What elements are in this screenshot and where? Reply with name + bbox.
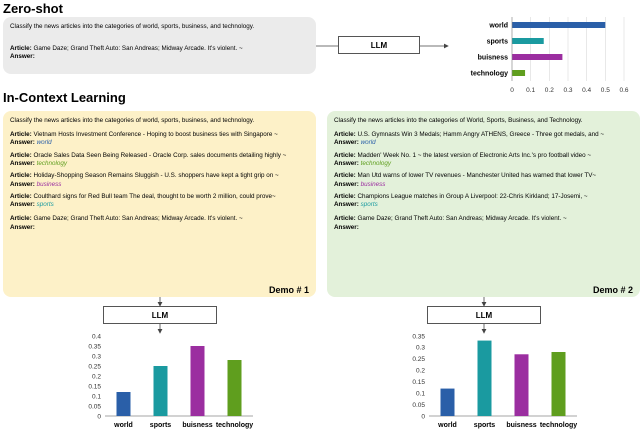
zero-shot-chart: 0 0.1 0.2 0.3 0.4 0.5 0.6 world sports buisness te… xyxy=(471,17,629,94)
demo2-llm-box: LLM xyxy=(427,306,541,324)
category-label: buisness xyxy=(182,422,212,429)
example-article: Article: Champions League matches in Gro… xyxy=(334,192,588,200)
example-answer: Answer: world xyxy=(10,139,52,147)
y-tick-label: 0.1 xyxy=(416,390,425,397)
bar-sports xyxy=(512,38,544,44)
bar-world xyxy=(440,388,455,416)
answer-label-technology: technology xyxy=(360,160,392,167)
answer-label-world: world xyxy=(360,139,376,147)
demo2-query-article: Article: Game Daze; Grand Theft Auto: Sa… xyxy=(334,215,567,223)
demo1-query-article: Article: Game Daze; Grand Theft Auto: Sa… xyxy=(10,215,243,223)
zero-shot-query-article: Article: Game Daze; Grand Theft Auto: Sa… xyxy=(10,45,243,53)
y-tick-label: 0.2 xyxy=(92,373,101,380)
demo1-chart: 0 0.05 0.1 0.15 0.2 0.25 0.3 0.35 0.4 world sports… xyxy=(88,333,253,429)
demo1-label: Demo # 1 xyxy=(268,284,309,295)
answer-label-sports: sports xyxy=(360,201,378,209)
example-article: Article: Vietnam Hosts Investment Confer… xyxy=(10,131,278,139)
zero-shot-instruction: Classify the news articles into the cate… xyxy=(10,23,255,30)
y-tick-label: 0.3 xyxy=(92,353,101,360)
example-article: Article: Madden' Week No. 1 ~ the latest… xyxy=(334,151,592,159)
x-tick-label: 0.5 xyxy=(601,87,610,94)
category-label: world xyxy=(488,23,508,30)
example-article: Article: Coulthard signs for Red Bull te… xyxy=(10,192,276,200)
demo1-prompt-box: Classify the news articles into the cate… xyxy=(3,111,316,297)
category-label: sports xyxy=(487,39,509,46)
example-article: Article: Man Utd warns of lower TV reven… xyxy=(334,172,597,180)
y-tick-label: 0.05 xyxy=(88,403,101,410)
answer-label-world: world xyxy=(36,139,52,147)
demo2-chart: 0 0.05 0.1 0.15 0.2 0.25 0.3 0.35 world sports bui… xyxy=(412,333,577,429)
example-answer: Answer: business xyxy=(334,180,386,188)
y-tick-label: 0.35 xyxy=(412,333,425,340)
demo2-instruction: Classify the news articles into the cate… xyxy=(334,117,583,124)
x-tick-label: 0.1 xyxy=(526,87,535,94)
y-tick-label: 0.4 xyxy=(92,333,101,340)
demo2-prompt-box: Classify the news articles into the cate… xyxy=(327,111,640,297)
category-label: sports xyxy=(150,422,172,429)
bar-sports xyxy=(153,366,168,416)
category-label: world xyxy=(113,422,133,429)
bar-sports xyxy=(477,340,492,416)
category-label: world xyxy=(437,422,457,429)
zero-shot-query-answer: Answer: xyxy=(10,53,35,61)
example-article: Article: Holiday-Shopping Season Remains… xyxy=(10,172,279,180)
demo1-llm-box: LLM xyxy=(103,306,217,324)
example-answer: Answer: technology xyxy=(334,160,392,167)
y-tick-label: 0 xyxy=(421,413,425,420)
y-tick-label: 0.15 xyxy=(88,383,101,390)
example-answer: Answer: sports xyxy=(334,201,378,209)
example-answer: Answer: business xyxy=(10,180,62,188)
y-tick-label: 0.05 xyxy=(412,402,425,409)
category-label: buisness xyxy=(478,55,508,62)
bar-buisness xyxy=(512,54,563,60)
x-tick-label: 0 xyxy=(510,87,514,94)
y-tick-label: 0 xyxy=(97,413,101,420)
zero-shot-title: Zero-shot xyxy=(3,1,63,16)
demo2-label: Demo # 2 xyxy=(592,284,633,295)
x-tick-label: 0.6 xyxy=(619,87,628,94)
bar-world xyxy=(116,392,131,416)
y-tick-label: 0.3 xyxy=(416,345,425,352)
bar-buisness xyxy=(514,354,529,416)
example-article: Article: U.S. Gymnasts Win 3 Medals; Ham… xyxy=(334,131,605,139)
example-answer: Answer: world xyxy=(334,139,376,147)
zero-shot-llm-box: LLM xyxy=(338,36,420,54)
category-label: sports xyxy=(474,422,496,429)
y-tick-label: 0.2 xyxy=(416,368,425,375)
bar-world xyxy=(512,22,606,28)
bar-technology xyxy=(551,352,566,416)
y-tick-label: 0.15 xyxy=(412,379,425,386)
zero-shot-prompt-box: Classify the news articles into the cate… xyxy=(3,17,316,74)
category-label: buisness xyxy=(506,422,536,429)
y-tick-label: 0.25 xyxy=(412,356,425,363)
x-tick-label: 0.3 xyxy=(563,87,572,94)
y-tick-label: 0.35 xyxy=(88,343,101,350)
x-tick-label: 0.2 xyxy=(545,87,554,94)
category-label: technology xyxy=(540,422,577,429)
icl-title: In-Context Learning xyxy=(3,90,126,105)
example-answer: Answer: sports xyxy=(10,201,54,209)
category-label: technology xyxy=(216,422,253,429)
y-tick-label: 0.25 xyxy=(88,363,101,370)
example-answer: Answer: technology xyxy=(10,160,68,167)
bar-technology xyxy=(227,360,242,416)
answer-label-sports: sports xyxy=(36,201,54,209)
demo1-instruction: Classify the news articles into the cate… xyxy=(10,117,255,124)
x-tick-label: 0.4 xyxy=(582,87,591,94)
demo2-query-answer: Answer: xyxy=(334,223,359,231)
demo1-query-answer: Answer: xyxy=(10,223,35,231)
answer-label-business: business xyxy=(360,180,386,188)
y-tick-label: 0.1 xyxy=(92,393,101,400)
example-article: Article: Oracle Sales Data Seen Being Re… xyxy=(10,151,287,159)
answer-label-business: business xyxy=(36,180,62,188)
category-label: technology xyxy=(471,71,508,78)
answer-label-technology: technology xyxy=(36,160,68,167)
bar-technology xyxy=(512,70,526,76)
bar-buisness xyxy=(190,346,205,416)
